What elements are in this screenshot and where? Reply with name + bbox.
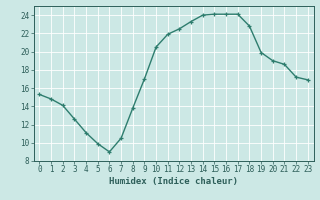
X-axis label: Humidex (Indice chaleur): Humidex (Indice chaleur) <box>109 177 238 186</box>
